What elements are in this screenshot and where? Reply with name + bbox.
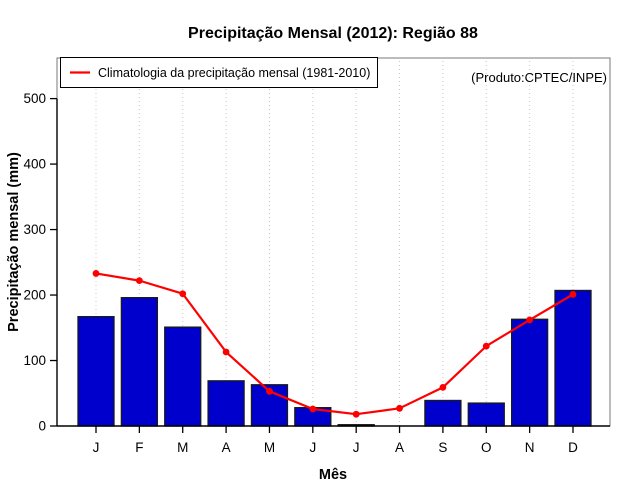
climatology-point xyxy=(569,290,577,298)
climatology-point xyxy=(222,348,230,356)
x-tick-label: D xyxy=(568,440,578,455)
x-tick-label: J xyxy=(353,440,360,455)
precipitation-bar xyxy=(120,297,159,427)
climatology-polyline xyxy=(95,272,574,416)
x-tick-label: M xyxy=(177,440,188,455)
climatology-point xyxy=(396,404,403,412)
climatology-line-group xyxy=(92,270,577,418)
climatology-point xyxy=(482,342,490,350)
x-tick-label: J xyxy=(93,440,100,455)
precipitation-bar xyxy=(467,402,505,427)
legend: Climatologia da precipitação mensal (198… xyxy=(60,57,378,88)
legend-box xyxy=(60,57,378,88)
climatology-point xyxy=(179,290,187,298)
climatology-point xyxy=(92,270,100,277)
x-tick-label: A xyxy=(222,440,231,455)
legend-label: Climatologia da precipitação mensal (198… xyxy=(98,66,370,80)
y-tick-label: 200 xyxy=(23,288,46,303)
climatology-point xyxy=(135,277,143,285)
x-axis-label: Mês xyxy=(319,467,347,483)
y-axis-label: Precipitação mensal (mm) xyxy=(6,152,22,332)
climatology-point xyxy=(439,383,447,391)
y-tick-label: 300 xyxy=(23,222,46,237)
climatology-point xyxy=(266,387,273,395)
x-tick-label: N xyxy=(525,440,535,455)
x-tick-label: A xyxy=(395,440,404,455)
y-tick-label: 400 xyxy=(23,157,46,172)
x-tick-label: S xyxy=(438,440,447,455)
chart-title: Precipitação Mensal (2012): Região 88 xyxy=(188,25,478,42)
x-tick-label: J xyxy=(309,440,316,455)
climatology-point xyxy=(352,410,360,418)
y-tick-label: 0 xyxy=(38,419,46,434)
bars-group xyxy=(77,289,592,427)
y-tick-label: 500 xyxy=(23,91,46,106)
precipitation-bar xyxy=(424,399,462,427)
x-tick-label: F xyxy=(135,440,143,455)
x-tick-label: O xyxy=(481,440,492,455)
y-tick-label: 100 xyxy=(23,353,46,368)
precipitation-bar xyxy=(164,326,202,427)
climatology-point xyxy=(309,405,317,413)
precipitation-bar xyxy=(77,315,115,427)
precipitation-bar xyxy=(510,318,549,427)
precipitation-bar xyxy=(554,289,592,427)
precipitation-bar xyxy=(207,380,245,427)
gridlines-group xyxy=(95,58,574,426)
x-tick-label: M xyxy=(264,440,275,455)
product-annotation: (Produto:CPTEC/INPE) xyxy=(471,70,607,85)
climatology-point xyxy=(526,316,534,324)
